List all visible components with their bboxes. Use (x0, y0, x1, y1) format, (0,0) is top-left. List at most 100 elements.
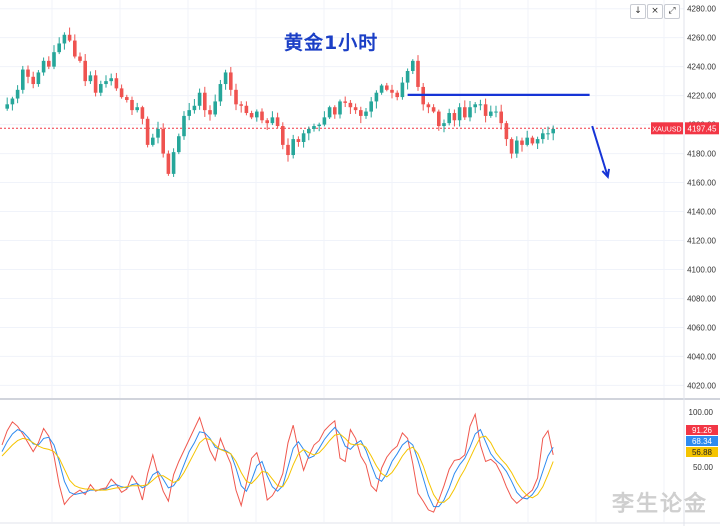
down-arrow-head (601, 168, 610, 179)
candle-body (541, 133, 545, 140)
candle-body (249, 113, 254, 118)
price-tick-label: 4040.00 (687, 352, 716, 361)
candle-body (140, 107, 145, 119)
watermark: 李生论金 (612, 492, 709, 517)
candle-body (260, 111, 264, 121)
candle-body (369, 101, 373, 112)
candle-body (442, 123, 446, 127)
candle-body (437, 111, 441, 127)
candle-body (275, 117, 280, 127)
candle-body (156, 128, 160, 138)
candle-body (327, 107, 332, 118)
candle-body (203, 92, 207, 111)
candle-body (151, 137, 155, 145)
candle-body (208, 110, 212, 115)
candle-body (31, 76, 35, 85)
candle-body (15, 89, 20, 99)
candle-body (515, 140, 519, 154)
candle-body (473, 104, 477, 108)
candle-body (525, 137, 529, 145)
chart-title: 黄金1小时 (284, 32, 379, 54)
candle-body (166, 153, 171, 174)
candle-body (499, 111, 503, 124)
price-tick-label: 4160.00 (687, 179, 716, 188)
candle-body (47, 60, 51, 67)
osc-value-label: 91.26 (692, 426, 713, 435)
candle-body (5, 104, 9, 109)
candle-body (223, 72, 228, 85)
symbol-label: XAUUSD (652, 126, 681, 133)
candle-body (67, 34, 72, 41)
candle-body (301, 133, 306, 142)
candle-body (93, 75, 98, 93)
oscillator-lines (1, 412, 554, 513)
candle-body (374, 92, 379, 102)
candle-body (333, 107, 337, 115)
close-button[interactable]: × (647, 4, 663, 19)
expand-button[interactable]: ⤢ (664, 4, 680, 19)
price-tick-label: 4240.00 (687, 63, 716, 72)
price-tick-label: 4100.00 (687, 265, 716, 274)
price-tick-label: 4120.00 (687, 237, 716, 246)
candle-body (73, 40, 77, 57)
price-tick-label: 4080.00 (687, 294, 716, 303)
osc-value-label: 68.34 (692, 437, 713, 446)
candle-body (197, 92, 202, 106)
oscillator-line-3 (1, 433, 554, 503)
osc-value-label: 56.88 (692, 448, 713, 457)
candle-body (244, 105, 249, 114)
candle-body (385, 85, 389, 90)
candle-body (504, 123, 509, 140)
candle-body (312, 126, 316, 129)
candle-body (161, 128, 165, 154)
osc-value-badge (686, 425, 718, 435)
osc-tick-label: 50.00 (693, 463, 714, 472)
oscillator-line-2 (1, 426, 554, 508)
candle-body (229, 72, 233, 90)
last-price-value: 4197.45 (688, 124, 717, 133)
candle-body (218, 84, 223, 102)
candle-body (390, 89, 394, 93)
candle-body (307, 128, 311, 134)
scroll-down-button[interactable]: ↓ (630, 4, 646, 19)
candle-body (426, 104, 431, 108)
candle-body (192, 105, 197, 111)
candle-body (145, 118, 150, 145)
candle-body (353, 107, 358, 111)
candle-body (130, 99, 134, 111)
candle-body (125, 97, 129, 100)
candle-body (296, 139, 301, 142)
candle-body (78, 56, 82, 61)
drawings (407, 93, 610, 179)
candle-body (379, 85, 384, 93)
candle-body (135, 107, 139, 111)
candle-body (530, 137, 535, 144)
candle-body (239, 104, 243, 106)
candle-body (416, 60, 420, 87)
candle-body (213, 101, 217, 115)
down-arrow-shaft (591, 125, 609, 178)
candle-body (119, 88, 124, 98)
candle-body (62, 34, 67, 44)
candle-body (468, 107, 472, 118)
price-tick-label: 4220.00 (687, 92, 716, 101)
candle-body (405, 70, 410, 83)
candle-body (551, 128, 555, 134)
candle-body (483, 104, 488, 116)
candle-body (255, 111, 259, 118)
price-tick-label: 4280.00 (687, 5, 716, 14)
candle-body (509, 139, 514, 154)
candle-body (41, 60, 46, 73)
candle-body (265, 120, 269, 124)
candle-body (478, 104, 483, 106)
candle-body (494, 111, 498, 113)
price-tick-label: 4140.00 (687, 208, 716, 217)
price-axis[interactable]: 4280.004260.004240.004220.004200.004180.… (651, 5, 719, 472)
price-tick-label: 4180.00 (687, 150, 716, 159)
candle-body (489, 111, 493, 116)
candle-body (395, 92, 399, 98)
candle-body (411, 60, 415, 71)
candle-body (447, 113, 451, 124)
osc-tick-label: 100.00 (689, 408, 714, 417)
